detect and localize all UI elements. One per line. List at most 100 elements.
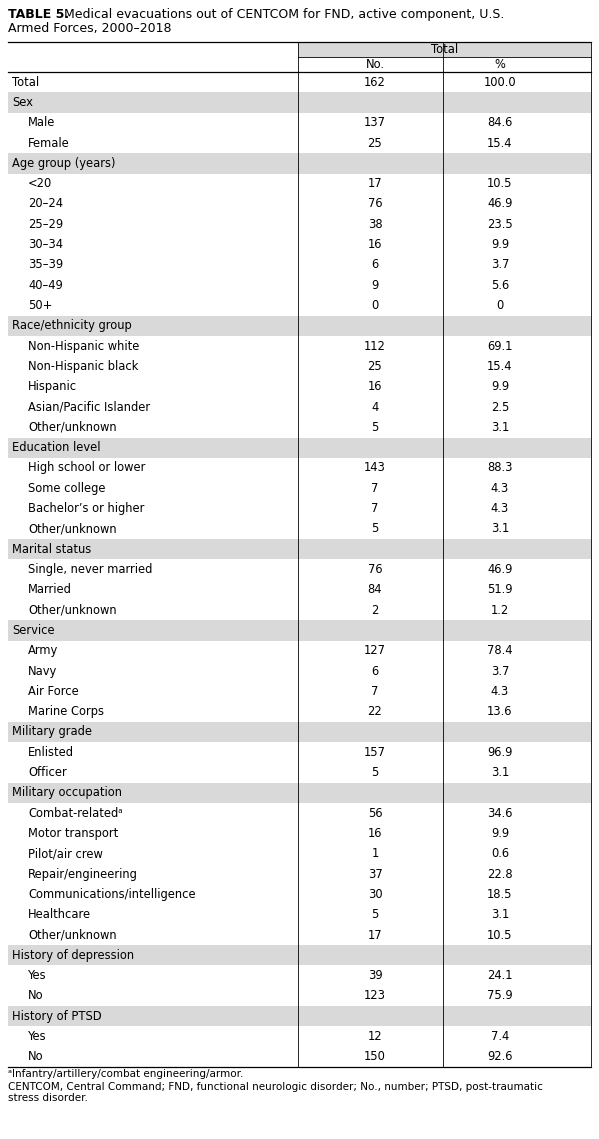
Text: 84.6: 84.6 [488,116,513,129]
Text: Other/unknown: Other/unknown [28,928,117,942]
Text: 69.1: 69.1 [488,339,513,353]
Text: 3.1: 3.1 [491,420,509,434]
Bar [8,194,591,214]
Text: 150: 150 [364,1050,386,1064]
Bar [8,113,591,133]
Bar [8,295,591,316]
Text: 10.5: 10.5 [487,178,513,190]
Bar [8,844,591,865]
Bar [8,539,591,559]
Text: Non-Hispanic white: Non-Hispanic white [28,339,140,353]
Text: 25–29: 25–29 [28,218,63,231]
Text: 4: 4 [371,401,379,413]
Text: 16: 16 [368,827,382,839]
Text: Race/ethnicity group: Race/ethnicity group [12,319,132,333]
Bar [8,214,591,235]
Text: Bachelor’s or higher: Bachelor’s or higher [28,502,144,515]
Bar [298,42,591,57]
Bar [8,458,591,478]
Text: Army: Army [28,645,58,657]
Text: 4.3: 4.3 [491,482,509,494]
Bar [8,72,591,92]
Text: 34.6: 34.6 [487,806,513,820]
Bar [8,357,591,377]
Text: %: % [495,58,506,71]
Text: 84: 84 [368,583,382,597]
Text: 75.9: 75.9 [487,990,513,1002]
Text: 18.5: 18.5 [487,888,513,901]
Text: 7: 7 [371,482,379,494]
Bar [8,823,591,844]
Text: 100.0: 100.0 [483,75,516,89]
Text: 22: 22 [368,705,382,719]
Text: Air Force: Air Force [28,685,78,698]
Text: 76: 76 [368,563,382,576]
Bar [8,681,591,702]
Text: Service: Service [12,624,55,637]
Text: Single, never married: Single, never married [28,563,152,576]
Bar [8,985,591,1006]
Text: Motor transport: Motor transport [28,827,118,839]
Text: Military grade: Military grade [12,726,92,738]
Text: Non-Hispanic black: Non-Hispanic black [28,360,138,372]
Text: 51.9: 51.9 [487,583,513,597]
Bar [8,437,591,458]
Text: 10.5: 10.5 [487,928,513,942]
Bar [8,762,591,782]
Text: 0: 0 [497,300,504,312]
Text: 5: 5 [371,908,379,921]
Bar [8,966,591,985]
Bar [8,316,591,336]
Text: 0.6: 0.6 [491,847,509,860]
Bar [8,580,591,600]
Text: Medical evacuations out of CENTCOM for FND, active component, U.S.: Medical evacuations out of CENTCOM for F… [60,8,504,21]
Bar [8,235,591,255]
Bar [8,904,591,925]
Bar [8,640,591,661]
Text: 1.2: 1.2 [491,604,509,616]
Text: Marital status: Marital status [12,542,91,556]
Text: 37: 37 [368,868,382,880]
Text: Asian/Pacific Islander: Asian/Pacific Islander [28,401,150,413]
Bar [8,478,591,499]
Bar [8,743,591,762]
Text: Female: Female [28,137,69,149]
Bar [8,255,591,274]
Text: 46.9: 46.9 [488,563,513,576]
Text: 13.6: 13.6 [487,705,513,719]
Text: 137: 137 [364,116,386,129]
Text: Other/unknown: Other/unknown [28,604,117,616]
Text: Combat-relatedᵃ: Combat-relatedᵃ [28,806,123,820]
Text: 6: 6 [371,259,379,271]
Text: 7: 7 [371,685,379,698]
Text: Pilot/air crew: Pilot/air crew [28,847,103,860]
Text: 40–49: 40–49 [28,279,63,292]
Text: 5: 5 [371,523,379,535]
Text: 3.7: 3.7 [491,664,509,678]
Text: Total: Total [431,43,458,56]
Text: 7.4: 7.4 [491,1030,509,1043]
Text: 3.1: 3.1 [491,523,509,535]
Bar [8,865,591,884]
Bar [8,274,591,295]
Text: TABLE 5.: TABLE 5. [8,8,69,21]
Bar [8,336,591,357]
Text: 23.5: 23.5 [487,218,513,231]
Text: No: No [28,1050,44,1064]
Bar [8,377,591,396]
Bar [8,803,591,823]
Text: Other/unknown: Other/unknown [28,523,117,535]
Text: Total: Total [12,75,39,89]
Text: 9.9: 9.9 [491,238,509,251]
Bar [8,154,591,173]
Text: 3.1: 3.1 [491,767,509,779]
Text: 123: 123 [364,990,386,1002]
Text: 50+: 50+ [28,300,52,312]
Text: 3.1: 3.1 [491,908,509,921]
Text: 9.9: 9.9 [491,827,509,839]
Text: 12: 12 [368,1030,382,1043]
Text: 2.5: 2.5 [491,401,509,413]
Text: Male: Male [28,116,55,129]
Text: Military occupation: Military occupation [12,786,122,800]
Text: 4.3: 4.3 [491,502,509,515]
